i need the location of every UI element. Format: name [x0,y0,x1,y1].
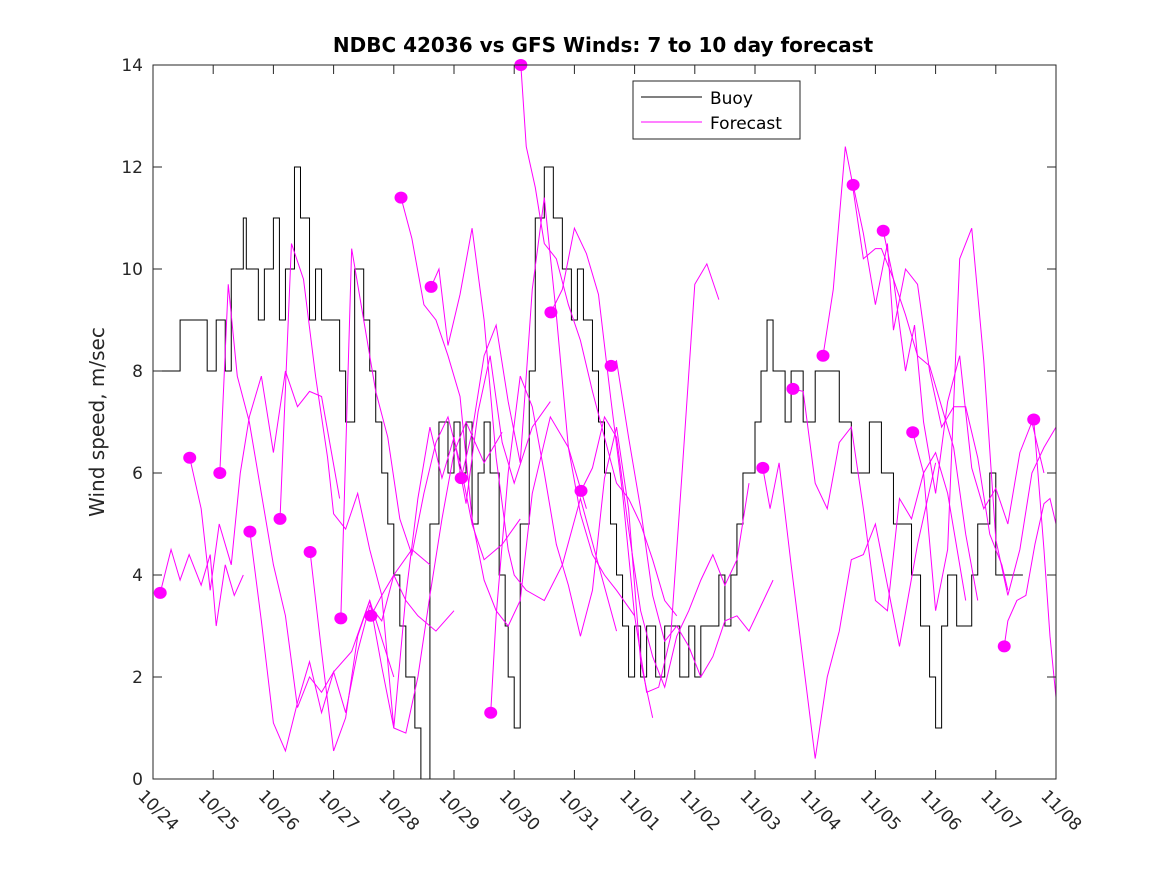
y-tick-label: 0 [132,770,143,790]
forecast-start-marker-1 [183,451,197,464]
x-tick-label: 11/06 [916,786,965,835]
legend-box [632,80,801,140]
forecast-start-marker-17 [786,382,800,395]
forecast-start-marker-4 [273,512,287,525]
y-tick-label: 2 [132,668,143,688]
forecast-start-marker-20 [876,224,890,237]
forecast-line-0 [159,547,244,627]
x-tick-label: 11/07 [976,786,1025,835]
x-tick-label: 10/26 [254,786,303,835]
x-tick-label: 10/27 [314,786,363,835]
forecast-line-4 [279,243,455,632]
y-tick-label: 6 [132,464,143,484]
forecast-line-16 [762,462,937,759]
forecast-line-6 [340,248,521,619]
forecast-start-marker-7 [364,609,378,622]
forecast-start-marker-0 [153,586,167,599]
forecast-start-marker-2 [213,467,227,479]
forecast-line-21 [912,228,1056,611]
y-tick-label: 12 [121,158,143,178]
forecast-line-22 [1003,497,1056,647]
chart-title: NDBC 42036 vs GFS Winds: 7 to 10 day for… [333,33,874,57]
legend-label-forecast: Forecast [710,114,782,134]
x-tick-label: 11/04 [796,786,845,835]
forecast-line-13 [550,226,720,694]
y-tick-label: 8 [132,362,143,382]
y-tick-label: 10 [121,260,143,280]
x-tick-label: 10/29 [434,786,483,835]
forecast-start-marker-18 [816,349,830,362]
x-tick-label: 11/01 [615,786,664,835]
forecast-start-marker-8 [394,191,408,204]
legend-label-buoy: Buoy [710,89,753,109]
x-tick-label: 11/08 [1036,786,1085,835]
forecast-start-marker-21 [906,426,920,439]
forecast-start-marker-16 [756,461,770,474]
forecast-start-marker-10 [454,472,468,485]
forecast-line-8 [400,197,587,627]
forecast-start-marker-22 [997,640,1011,653]
forecast-line-1 [189,370,341,591]
x-tick-label: 10/25 [194,786,243,835]
forecast-start-marker-11 [484,706,498,719]
forecast-line-11 [490,375,654,718]
forecast-line-5 [309,420,503,752]
forecast-line-2 [219,284,395,708]
x-tick-label: 10/28 [374,786,423,835]
y-axis-label: Wind speed, m/sec [85,327,109,517]
x-tick-label: 11/05 [856,786,905,835]
forecast-line-23 [1033,419,1056,698]
forecast-line-10 [460,197,636,617]
x-tick-label: 10/24 [133,786,182,835]
forecast-line-12 [520,65,678,617]
x-tick-label: 11/02 [675,786,724,835]
y-tick-label: 14 [121,56,143,76]
forecast-start-marker-5 [303,546,317,559]
y-tick-label: 4 [132,566,143,586]
forecast-start-marker-14 [574,484,588,497]
forecast-start-marker-19 [846,178,860,191]
forecast-line-9 [430,228,618,632]
forecast-line-19 [852,184,1009,591]
x-tick-label: 10/30 [495,786,544,835]
plot-area [153,59,1056,779]
forecast-line-14 [580,415,750,689]
x-axis: 10/24 10/25 10/26 10/27 10/28 10/29 10/30 10/31… [133,65,1085,835]
x-tick-label: 11/03 [735,786,784,835]
x-tick-label: 10/31 [555,786,604,835]
forecast-start-marker-3 [243,525,257,538]
forecast-line-20 [882,230,1045,525]
forecast-start-marker-13 [544,306,558,319]
forecast-line-15 [610,359,774,679]
forecast-start-marker-23 [1027,413,1041,426]
forecast-line-7 [370,355,551,729]
forecast-line-17 [792,388,967,612]
forecast-line-3 [249,531,431,753]
forecast-start-marker-6 [334,612,348,625]
forecast-start-marker-15 [604,359,618,372]
y-axis: 0 2 4 6 8 10 12 14 [121,56,1056,790]
forecast-start-marker-9 [424,280,438,293]
plot-frame [152,64,1057,780]
legend: Buoy Forecast [632,80,801,140]
series-line-buoy [153,166,1023,779]
